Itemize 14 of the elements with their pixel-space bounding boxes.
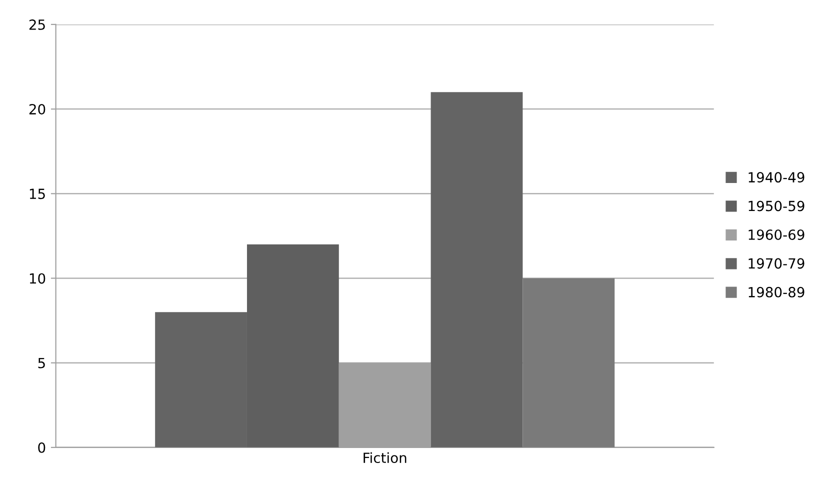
y-tick-label: 25 [29, 19, 45, 30]
legend-label: 1970-79 [748, 258, 804, 269]
y-tick-label: 10 [30, 273, 46, 284]
legend-label: 1960-69 [748, 229, 804, 240]
legend-label: 1940-49 [748, 172, 804, 183]
y-tick-label: 5 [38, 358, 45, 368]
bar [430, 92, 523, 448]
x-tick-label: Fiction [364, 452, 406, 464]
y-tick-label: 0 [38, 442, 46, 453]
y-tick-label: 20 [29, 104, 46, 115]
bar [522, 278, 615, 448]
y-tick-label: 15 [30, 188, 45, 200]
legend-label: 1950-59 [748, 200, 804, 212]
legend-label: 1980-89 [748, 286, 804, 298]
